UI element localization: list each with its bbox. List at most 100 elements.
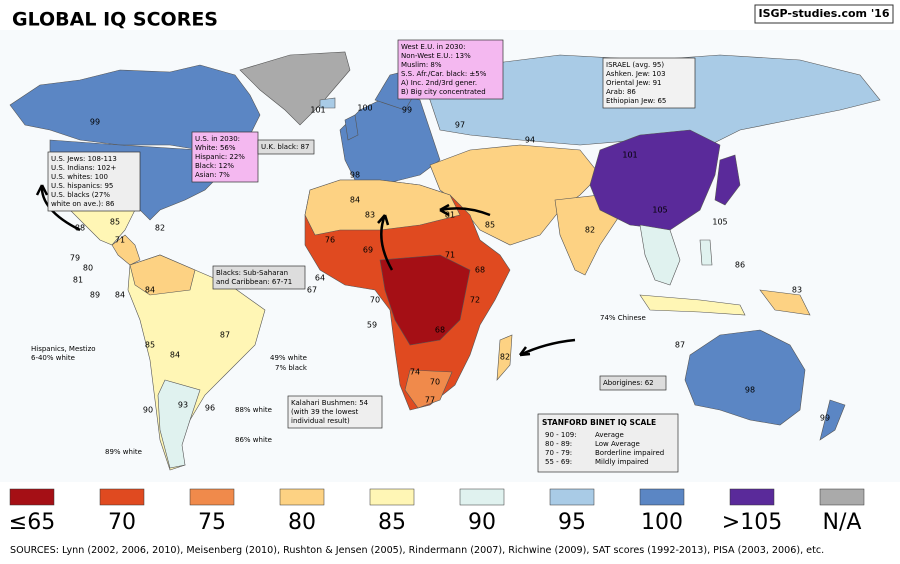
region-value: 87 — [220, 331, 230, 340]
region-value: 85 — [110, 218, 120, 227]
region-value: 77 — [425, 396, 435, 405]
note-line: Ashken. Jew: 103 — [606, 70, 666, 78]
arrow — [519, 338, 576, 357]
note-line: Muslim: 8% — [401, 61, 442, 69]
arrow — [439, 207, 491, 217]
region — [639, 294, 746, 316]
legend-swatch — [99, 488, 145, 506]
region — [129, 254, 196, 296]
note-line: U.S. in 2030: — [195, 135, 240, 143]
note-box — [397, 39, 504, 100]
legend-swatch — [459, 488, 505, 506]
legend-swatch — [279, 488, 325, 506]
legend-label: 85 — [378, 510, 406, 535]
note-line: Asian: 7% — [195, 171, 230, 179]
sources: SOURCES: Lynn (2002, 2006, 2010), Meisen… — [10, 545, 824, 556]
region-value: 105 — [652, 206, 667, 215]
title: GLOBAL IQ SCORES — [12, 9, 218, 31]
region — [304, 179, 461, 236]
scale-title: STANFORD BINET IQ SCALE — [542, 418, 656, 427]
note-line: white on ave.): 86 — [51, 200, 115, 208]
annotation: 49% white — [270, 354, 307, 362]
region-value: 74 — [410, 368, 420, 377]
note-line: Kalahari Bushmen: 54 — [291, 399, 369, 407]
region-value: 94 — [525, 136, 535, 145]
scale-range: 80 - 89: — [545, 440, 572, 448]
region — [157, 379, 201, 469]
credit-box — [754, 4, 894, 24]
note-line: Hispanics, Mestizo — [31, 345, 96, 353]
note-line: 6-40% white — [31, 354, 75, 362]
note-line: individual result) — [291, 417, 350, 425]
region-value: 90 — [143, 406, 153, 415]
region-value: 98 — [350, 171, 360, 180]
region — [699, 239, 713, 266]
note-line: Oriental Jew: 91 — [606, 79, 661, 87]
region-value: 99 — [90, 118, 100, 127]
note-box — [191, 131, 259, 183]
region-value: 84 — [145, 286, 155, 295]
region-value: 64 — [315, 274, 325, 283]
note-line: Aborigines: 62 — [603, 379, 654, 387]
labels: 9998888582717980818984848587849093961011… — [31, 39, 830, 473]
scale-box — [537, 413, 679, 473]
region-value: 68 — [435, 326, 445, 335]
legend-swatch — [729, 488, 775, 506]
region-value: 87 — [675, 341, 685, 350]
region-value: 82 — [500, 353, 510, 362]
region-value: 99 — [402, 106, 412, 115]
region — [714, 154, 741, 206]
note-box — [47, 151, 141, 212]
region-value: 71 — [445, 251, 455, 260]
region-value: 101 — [310, 106, 325, 115]
scale-range: 70 - 79: — [545, 449, 572, 457]
note-line: and Caribbean: 67-71 — [216, 278, 292, 286]
region-value: 97 — [455, 121, 465, 130]
note-line: White: 56% — [195, 144, 236, 152]
annotation: 86% white — [235, 436, 272, 444]
note-box — [599, 375, 667, 391]
note-box — [602, 57, 696, 109]
annotation: 89% white — [105, 448, 142, 456]
region-value: 83 — [792, 286, 802, 295]
region — [496, 334, 513, 381]
note-line: U.S. Jews: 108-113 — [51, 155, 117, 163]
annotation: 74% Chinese — [600, 314, 646, 322]
legend-swatch — [819, 488, 865, 506]
region-value: 69 — [363, 246, 373, 255]
region-value: 70 — [430, 378, 440, 387]
legend-swatch — [9, 488, 55, 506]
legend-swatch — [369, 488, 415, 506]
credit: ISGP-studies.com '16 — [759, 7, 890, 20]
note-line: U.S. blacks (27% — [51, 191, 110, 199]
note-line: A) Inc. 2nd/3rd gener. — [401, 79, 477, 87]
note-line: (with 39 the lowest — [291, 408, 359, 416]
region-value: 98 — [745, 386, 755, 395]
scale-range: 90 - 109: — [545, 431, 577, 439]
region-value: 96 — [205, 404, 215, 413]
legend-swatch — [189, 488, 235, 506]
region — [639, 224, 681, 286]
annotation: 7% black — [275, 364, 308, 372]
region-value: 101 — [622, 151, 637, 160]
legend-swatch — [549, 488, 595, 506]
region-value: 82 — [155, 224, 165, 233]
note-line: Hispanic: 22% — [195, 153, 245, 161]
note-line: U.S. whites: 100 — [51, 173, 108, 181]
note-line: Arab: 86 — [606, 88, 636, 96]
legend-label: 90 — [468, 510, 496, 535]
legend-swatch — [639, 488, 685, 506]
region — [111, 234, 141, 266]
region-value: 59 — [367, 321, 377, 330]
scale-meaning: Borderline impaired — [595, 449, 664, 457]
region — [344, 114, 359, 141]
annotation: 88% white — [235, 406, 272, 414]
note-line: U.K. black: 87 — [261, 143, 309, 151]
region-value: 70 — [370, 296, 380, 305]
region-value: 71 — [115, 236, 125, 245]
region-value: 85 — [485, 221, 495, 230]
note-line: U.S. hispanics: 95 — [51, 182, 113, 190]
arrow — [439, 203, 450, 217]
arrow — [35, 184, 49, 196]
